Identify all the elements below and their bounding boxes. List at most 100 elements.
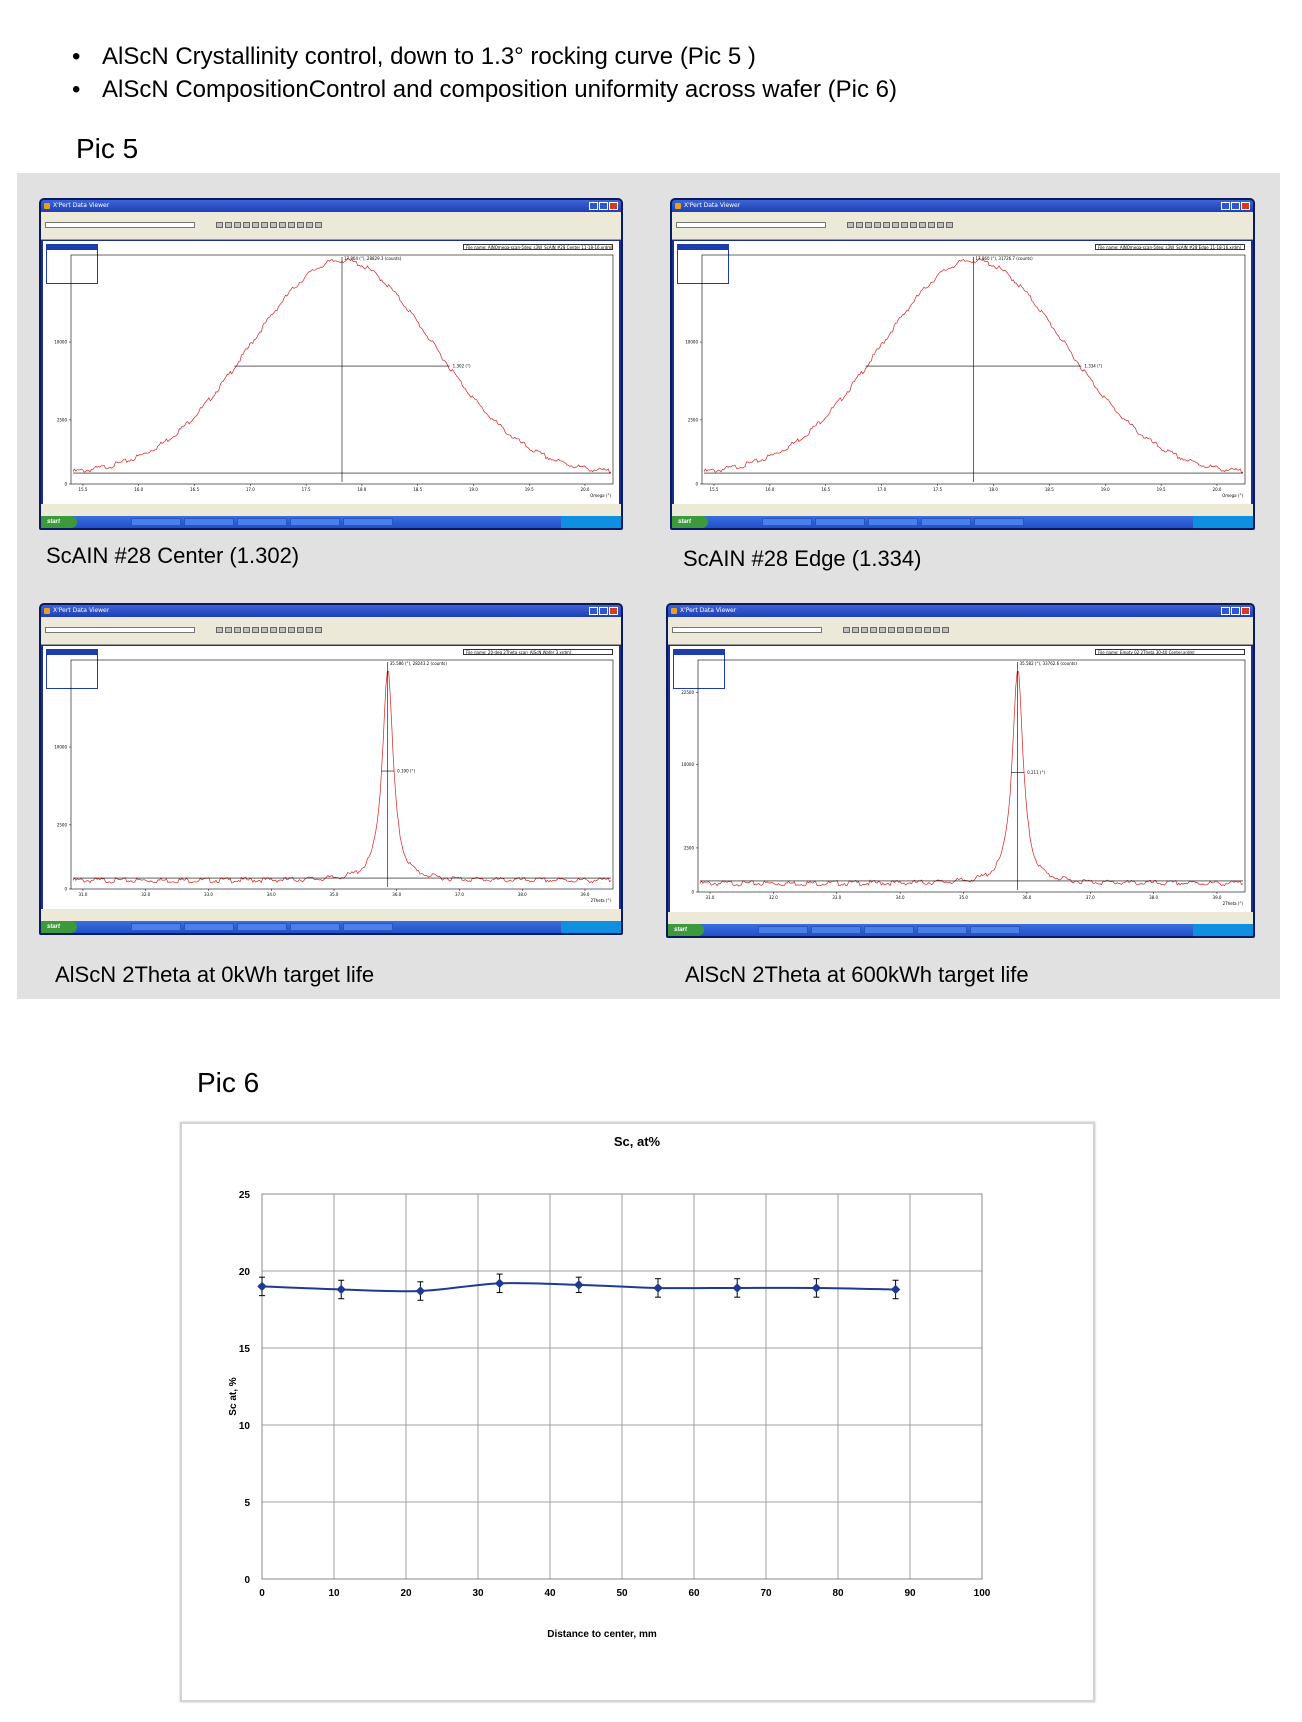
toolbar-button-icon[interactable]	[297, 222, 304, 228]
toolbar-button-icon[interactable]	[234, 222, 241, 228]
toolbar-button-icon[interactable]	[924, 627, 931, 633]
peak-label: 17.864 (°), 28829.3 (counts)	[344, 256, 402, 261]
toolbar-button-icon[interactable]	[910, 222, 917, 228]
toolbar-button-icon[interactable]	[852, 627, 859, 633]
file-selector[interactable]	[676, 222, 826, 228]
toolbar-button-icon[interactable]	[906, 627, 913, 633]
start-button[interactable]: start	[672, 516, 708, 528]
x-tick-label: 80	[832, 1588, 844, 1599]
toolbar-button-icon[interactable]	[297, 627, 304, 633]
toolbar-button-icon[interactable]	[901, 222, 908, 228]
taskbar-task[interactable]	[758, 926, 808, 934]
close-icon[interactable]	[1241, 607, 1250, 615]
minimize-icon[interactable]	[589, 202, 598, 210]
taskbar-task[interactable]	[184, 923, 234, 931]
start-button[interactable]: start	[41, 516, 77, 528]
maximize-icon[interactable]	[599, 202, 608, 210]
file-selector[interactable]	[45, 222, 195, 228]
toolbar-button-icon[interactable]	[883, 222, 890, 228]
toolbar-button-icon[interactable]	[888, 627, 895, 633]
toolbar-button-icon[interactable]	[946, 222, 953, 228]
toolbar-button-icon[interactable]	[243, 627, 250, 633]
close-icon[interactable]	[609, 202, 618, 210]
maximize-icon[interactable]	[1231, 202, 1240, 210]
toolbar-button-icon[interactable]	[288, 627, 295, 633]
taskbar-task[interactable]	[921, 518, 971, 526]
fwhm-label: 0.211 (°)	[1027, 770, 1045, 775]
taskbar-tasks	[762, 518, 1024, 526]
maximize-icon[interactable]	[599, 607, 608, 615]
toolbar-button-icon[interactable]	[234, 627, 241, 633]
taskbar-task[interactable]	[343, 923, 393, 931]
toolbar-button-icon[interactable]	[856, 222, 863, 228]
taskbar-task[interactable]	[290, 518, 340, 526]
toolbar-button-icon[interactable]	[252, 222, 259, 228]
taskbar-task[interactable]	[131, 518, 181, 526]
toolbar-button-icon[interactable]	[288, 222, 295, 228]
toolbar-button-icon[interactable]	[915, 627, 922, 633]
toolbar-button-icon[interactable]	[865, 222, 872, 228]
taskbar-task[interactable]	[343, 518, 393, 526]
x-tick-label: 34.0	[896, 895, 905, 900]
file-selector[interactable]	[45, 627, 195, 633]
toolbar-button-icon[interactable]	[270, 627, 277, 633]
toolbar-button-icon[interactable]	[861, 627, 868, 633]
toolbar-button-icon[interactable]	[919, 222, 926, 228]
toolbar-button-icon[interactable]	[315, 627, 322, 633]
toolbar-button-icon[interactable]	[897, 627, 904, 633]
toolbar-button-icon[interactable]	[306, 222, 313, 228]
status-bar	[668, 912, 1253, 924]
taskbar-task[interactable]	[811, 926, 861, 934]
toolbar-button-icon[interactable]	[879, 627, 886, 633]
toolbar-button-icon[interactable]	[270, 222, 277, 228]
toolbar-button-icon[interactable]	[937, 222, 944, 228]
taskbar-tasks	[131, 518, 393, 526]
toolbar-button-icon[interactable]	[843, 627, 850, 633]
toolbar-button-icon[interactable]	[225, 222, 232, 228]
minimize-icon[interactable]	[1221, 607, 1230, 615]
toolbar-button-icon[interactable]	[315, 222, 322, 228]
taskbar-task[interactable]	[815, 518, 865, 526]
taskbar: start	[41, 921, 621, 933]
x-tick-label: 19.0	[469, 487, 478, 492]
file-selector[interactable]	[672, 627, 822, 633]
taskbar-task[interactable]	[131, 923, 181, 931]
taskbar-task[interactable]	[237, 923, 287, 931]
taskbar-task[interactable]	[974, 518, 1024, 526]
minimize-icon[interactable]	[1221, 202, 1230, 210]
y-tick-label: 10000	[681, 762, 694, 767]
app-icon	[675, 203, 681, 209]
window-title: X'Pert Data Viewer	[53, 607, 110, 614]
close-icon[interactable]	[609, 607, 618, 615]
toolbar-button-icon[interactable]	[225, 627, 232, 633]
toolbar-button-icon[interactable]	[306, 627, 313, 633]
minimize-icon[interactable]	[589, 607, 598, 615]
taskbar-task[interactable]	[917, 926, 967, 934]
toolbar-button-icon[interactable]	[243, 222, 250, 228]
toolbar-button-icon[interactable]	[928, 222, 935, 228]
taskbar-task[interactable]	[762, 518, 812, 526]
taskbar-task[interactable]	[864, 926, 914, 934]
toolbar-button-icon[interactable]	[874, 222, 881, 228]
start-button[interactable]: start	[41, 921, 77, 933]
toolbar-button-icon[interactable]	[216, 222, 223, 228]
toolbar-button-icon[interactable]	[933, 627, 940, 633]
start-button[interactable]: start	[668, 924, 704, 936]
toolbar-button-icon[interactable]	[261, 222, 268, 228]
close-icon[interactable]	[1241, 202, 1250, 210]
taskbar-task[interactable]	[970, 926, 1020, 934]
toolbar-button-icon[interactable]	[870, 627, 877, 633]
toolbar-button-icon[interactable]	[261, 627, 268, 633]
toolbar-button-icon[interactable]	[252, 627, 259, 633]
taskbar-task[interactable]	[237, 518, 287, 526]
toolbar-button-icon[interactable]	[942, 627, 949, 633]
toolbar-button-icon[interactable]	[892, 222, 899, 228]
taskbar-task[interactable]	[184, 518, 234, 526]
taskbar-task[interactable]	[868, 518, 918, 526]
toolbar-button-icon[interactable]	[847, 222, 854, 228]
maximize-icon[interactable]	[1231, 607, 1240, 615]
taskbar-task[interactable]	[290, 923, 340, 931]
toolbar-button-icon[interactable]	[216, 627, 223, 633]
toolbar-button-icon[interactable]	[279, 627, 286, 633]
toolbar-button-icon[interactable]	[279, 222, 286, 228]
